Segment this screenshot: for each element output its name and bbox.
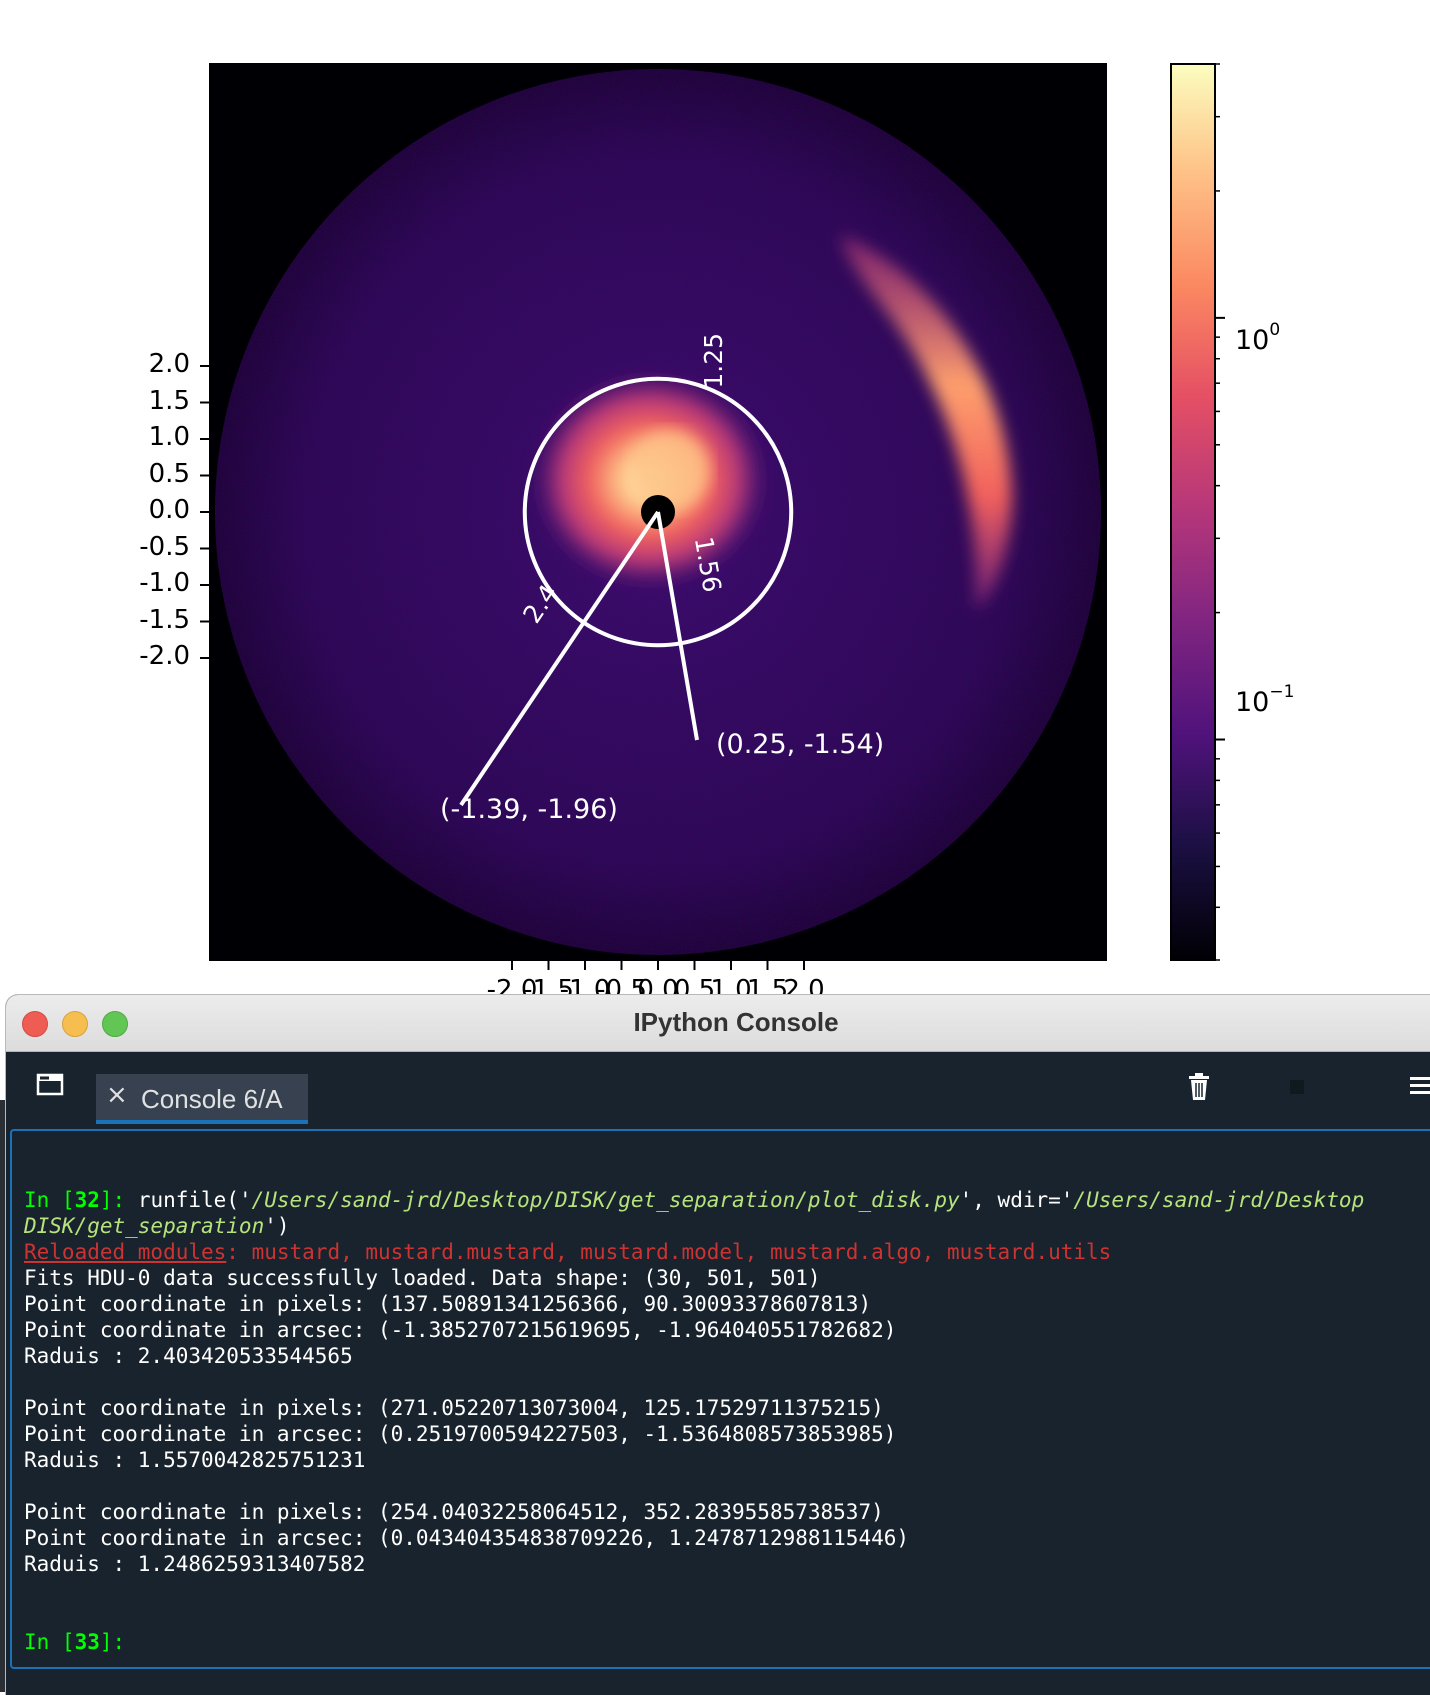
menu-icon[interactable] bbox=[1410, 1074, 1430, 1096]
console-line: Raduis : 1.2486259313407582 bbox=[24, 1552, 366, 1576]
separation-circle bbox=[522, 376, 794, 648]
window-title: IPython Console bbox=[633, 1007, 839, 1037]
colorbar-label-exponent: −1 bbox=[1269, 682, 1295, 702]
console-output[interactable]: Raduis : 0.7319379969833785 In [32]: run… bbox=[10, 1129, 1430, 1669]
y-tick-label: 1.0 bbox=[148, 422, 190, 452]
colorbar-label-exponent: 0 bbox=[1269, 320, 1281, 340]
y-tick-label: 1.5 bbox=[148, 385, 190, 416]
colorbar-label-base: 10 bbox=[1235, 325, 1270, 356]
plot-frame: 1.25 2.4 1.56 (-1.39, -1.96) (0.25, -1.5… bbox=[139, 63, 1294, 1005]
console-line: Point coordinate in arcsec: (0.251970059… bbox=[24, 1422, 897, 1446]
close-window-button[interactable] bbox=[22, 1011, 48, 1037]
x-axis-ticks bbox=[511, 961, 805, 970]
line-2-point-label: (0.25, -1.54) bbox=[716, 729, 884, 760]
console-line: Point coordinate in arcsec: (-1.38527072… bbox=[24, 1318, 897, 1342]
colorbar bbox=[1170, 63, 1216, 961]
y-tick-label: 0.5 bbox=[148, 458, 190, 489]
window-titlebar[interactable]: IPython Console bbox=[6, 995, 1430, 1052]
console-line: Point coordinate in arcsec: (0.043404354… bbox=[24, 1526, 910, 1550]
y-tick-label: 2.0 bbox=[148, 349, 190, 379]
stop-icon[interactable] bbox=[1290, 1080, 1304, 1094]
console-toolbar: × Console 6/A bbox=[6, 1052, 1430, 1124]
console-line: Raduis : 0.7319379969833785 bbox=[24, 1131, 365, 1134]
plot-svg: 1.25 2.4 1.56 (-1.39, -1.96) (0.25, -1.5… bbox=[200, 63, 1225, 970]
console-prompt[interactable]: In [33]: bbox=[24, 1630, 126, 1654]
console-line: Fits HDU-0 data successfully loaded. Dat… bbox=[24, 1266, 821, 1290]
y-tick-label: -2.0 bbox=[139, 641, 190, 671]
separation-line-1 bbox=[459, 510, 660, 807]
separation-line-2 bbox=[656, 511, 699, 741]
colorbar-label-10e-1: 10−1 bbox=[1235, 682, 1294, 718]
browse-tabs-icon[interactable] bbox=[36, 1072, 66, 1098]
tab-label: Console 6/A bbox=[141, 1084, 283, 1114]
console-text[interactable]: Raduis : 0.7319379969833785 In [32]: run… bbox=[24, 1131, 1364, 1655]
zoom-window-button[interactable] bbox=[102, 1011, 128, 1037]
colorbar-label-10e0: 100 bbox=[1235, 320, 1280, 356]
circle-radius-label: 1.25 bbox=[699, 333, 728, 389]
y-tick-label: 0.0 bbox=[148, 495, 190, 525]
reloaded-modules-line: Reloaded modules: mustard, mustard.musta… bbox=[24, 1240, 1112, 1264]
close-icon[interactable]: × bbox=[106, 1080, 128, 1110]
y-axis-ticks bbox=[200, 365, 209, 659]
ipython-console-window: IPython Console × Console 6/A Raduis : 0… bbox=[6, 995, 1430, 1695]
console-line: Raduis : 1.5570042825751231 bbox=[24, 1448, 366, 1472]
outer-arc-emission bbox=[840, 235, 1012, 610]
console-prompt: In [32]: bbox=[24, 1188, 138, 1212]
minimize-window-button[interactable] bbox=[62, 1011, 88, 1037]
trash-icon[interactable] bbox=[1186, 1072, 1212, 1102]
y-tick-label: -1.5 bbox=[139, 604, 190, 635]
console-line: Raduis : 2.403420533544565 bbox=[24, 1344, 353, 1368]
tab-console-6a[interactable]: × Console 6/A bbox=[96, 1074, 308, 1124]
console-line: Point coordinate in pixels: (271.0522071… bbox=[24, 1396, 884, 1420]
left-window-edge bbox=[0, 1100, 6, 1692]
console-line: Point coordinate in pixels: (254.0403225… bbox=[24, 1500, 884, 1524]
y-tick-label: -0.5 bbox=[139, 531, 190, 562]
line-1-point-label: (-1.39, -1.96) bbox=[440, 794, 618, 825]
colorbar-ticks bbox=[1215, 63, 1225, 961]
y-tick-label: -1.0 bbox=[139, 568, 190, 598]
inner-core-bright bbox=[630, 430, 710, 510]
colorbar-label-base: 10 bbox=[1235, 687, 1270, 718]
console-line: Point coordinate in pixels: (137.5089134… bbox=[24, 1292, 872, 1316]
